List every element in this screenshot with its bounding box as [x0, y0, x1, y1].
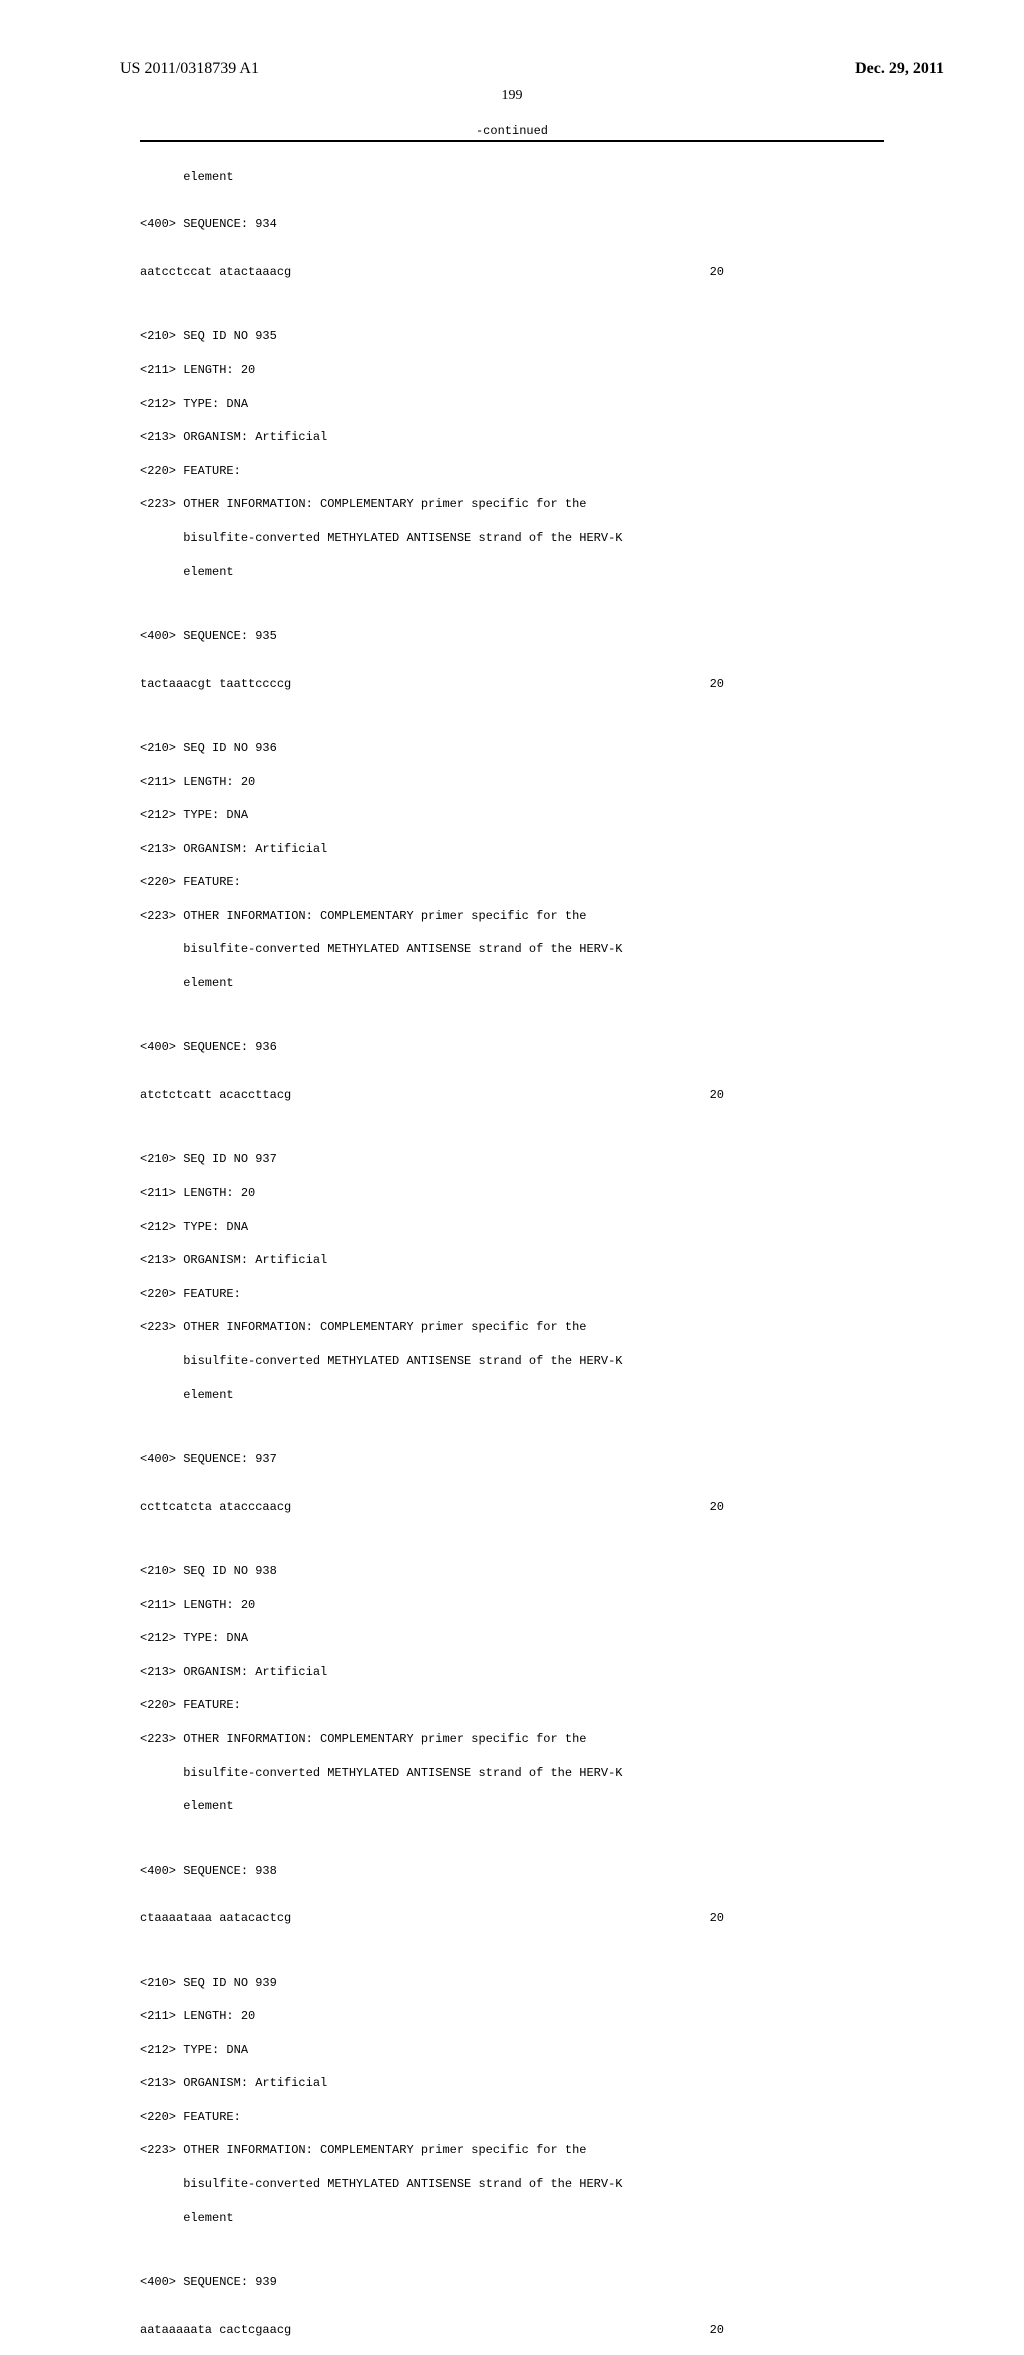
info-line: <223> OTHER INFORMATION: COMPLEMENTARY p… [140, 908, 884, 925]
sequence-line: tactaaacgt taattccccg 20 [140, 676, 884, 693]
sequence-line: aataaaaata cactcgaacg 20 [140, 2322, 884, 2339]
seqid-tag: <210> SEQ ID NO 939 [140, 1975, 884, 1992]
feature-tag: <220> FEATURE: [140, 874, 884, 891]
info-line: element [140, 1387, 884, 1404]
length-tag: <211> LENGTH: 20 [140, 774, 884, 791]
feature-tag: <220> FEATURE: [140, 2109, 884, 2126]
info-line: bisulfite-converted METHYLATED ANTISENSE… [140, 1353, 884, 1370]
length-tag: <211> LENGTH: 20 [140, 2008, 884, 2025]
feature-tag: <220> FEATURE: [140, 1286, 884, 1303]
sequence: ctaaaataaa aatacactcg [140, 1910, 291, 1927]
type-tag: <212> TYPE: DNA [140, 807, 884, 824]
info-line: element [140, 2210, 884, 2227]
sequence-listing: element <400> SEQUENCE: 934 aatcctccat a… [0, 152, 1024, 2355]
feature-tag: <220> FEATURE: [140, 1697, 884, 1714]
seqid-tag: <210> SEQ ID NO 937 [140, 1151, 884, 1168]
length-tag: <211> LENGTH: 20 [140, 1597, 884, 1614]
length-tag: <211> LENGTH: 20 [140, 1185, 884, 1202]
sequence-line: aatcctccat atactaaacg 20 [140, 264, 884, 281]
seqid-tag: <210> SEQ ID NO 936 [140, 740, 884, 757]
organism-tag: <213> ORGANISM: Artificial [140, 841, 884, 858]
seq-count: 20 [710, 2322, 724, 2339]
type-tag: <212> TYPE: DNA [140, 1219, 884, 1236]
seq-count: 20 [710, 1087, 724, 1104]
sequence: aatcctccat atactaaacg [140, 264, 291, 281]
seq-tag: <400> SEQUENCE: 934 [140, 216, 884, 233]
seqid-tag: <210> SEQ ID NO 938 [140, 1563, 884, 1580]
divider [140, 140, 884, 142]
info-line: <223> OTHER INFORMATION: COMPLEMENTARY p… [140, 1731, 884, 1748]
info-line: bisulfite-converted METHYLATED ANTISENSE… [140, 530, 884, 547]
document-date: Dec. 29, 2011 [855, 60, 944, 78]
length-tag: <211> LENGTH: 20 [140, 362, 884, 379]
seq-count: 20 [710, 264, 724, 281]
sequence: ccttcatcta atacccaacg [140, 1499, 291, 1516]
seq-count: 20 [710, 1910, 724, 1927]
info-line: <223> OTHER INFORMATION: COMPLEMENTARY p… [140, 1319, 884, 1336]
page-header: US 2011/0318739 A1 Dec. 29, 2011 [0, 0, 1024, 88]
page-number: 199 [0, 88, 1024, 124]
organism-tag: <213> ORGANISM: Artificial [140, 1664, 884, 1681]
type-tag: <212> TYPE: DNA [140, 396, 884, 413]
info-line: element [140, 975, 884, 992]
seq-tag: <400> SEQUENCE: 936 [140, 1039, 884, 1056]
sequence-line: ctaaaataaa aatacactcg 20 [140, 1910, 884, 1927]
seqid-tag: <210> SEQ ID NO 935 [140, 328, 884, 345]
info-line: bisulfite-converted METHYLATED ANTISENSE… [140, 2176, 884, 2193]
feature-tag: <220> FEATURE: [140, 463, 884, 480]
sequence-line: ccttcatcta atacccaacg 20 [140, 1499, 884, 1516]
type-tag: <212> TYPE: DNA [140, 1630, 884, 1647]
info-line: <223> OTHER INFORMATION: COMPLEMENTARY p… [140, 2142, 884, 2159]
document-number: US 2011/0318739 A1 [120, 60, 259, 78]
organism-tag: <213> ORGANISM: Artificial [140, 1252, 884, 1269]
info-line: <223> OTHER INFORMATION: COMPLEMENTARY p… [140, 496, 884, 513]
seq-tag: <400> SEQUENCE: 938 [140, 1863, 884, 1880]
seq-count: 20 [710, 1499, 724, 1516]
seq-tag: <400> SEQUENCE: 935 [140, 628, 884, 645]
organism-tag: <213> ORGANISM: Artificial [140, 429, 884, 446]
info-line: bisulfite-converted METHYLATED ANTISENSE… [140, 941, 884, 958]
type-tag: <212> TYPE: DNA [140, 2042, 884, 2059]
info-line: bisulfite-converted METHYLATED ANTISENSE… [140, 1765, 884, 1782]
sequence: aataaaaata cactcgaacg [140, 2322, 291, 2339]
sequence: tactaaacgt taattccccg [140, 676, 291, 693]
seq-count: 20 [710, 676, 724, 693]
continued-header: -continued [140, 124, 884, 142]
info-line: element [140, 1798, 884, 1815]
sequence: atctctcatt acaccttacg [140, 1087, 291, 1104]
sequence-line: atctctcatt acaccttacg 20 [140, 1087, 884, 1104]
continued-label: -continued [140, 124, 884, 138]
organism-tag: <213> ORGANISM: Artificial [140, 2075, 884, 2092]
element-line: element [140, 169, 884, 186]
info-line: element [140, 564, 884, 581]
seq-tag: <400> SEQUENCE: 937 [140, 1451, 884, 1468]
seq-tag: <400> SEQUENCE: 939 [140, 2274, 884, 2291]
